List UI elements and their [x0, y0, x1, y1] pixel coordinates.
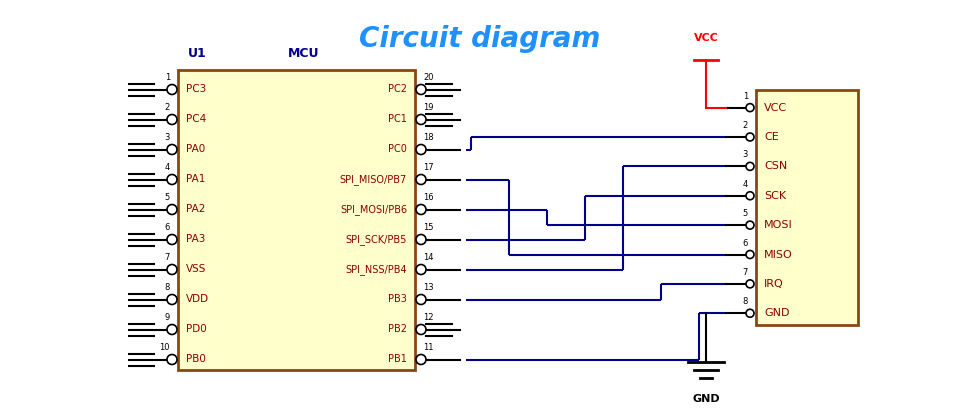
Circle shape	[167, 354, 177, 365]
Circle shape	[167, 234, 177, 244]
Text: PB3: PB3	[388, 294, 407, 304]
Text: CSN: CSN	[764, 161, 787, 171]
Circle shape	[416, 174, 426, 184]
Text: Circuit diagram: Circuit diagram	[359, 25, 601, 53]
Text: U1: U1	[188, 47, 206, 60]
Text: CE: CE	[764, 132, 779, 142]
Circle shape	[167, 84, 177, 94]
Text: SPI_MOSI/PB6: SPI_MOSI/PB6	[340, 204, 407, 215]
Text: 16: 16	[423, 192, 434, 202]
Circle shape	[416, 84, 426, 94]
Text: 14: 14	[423, 252, 434, 262]
Text: 4: 4	[165, 163, 170, 171]
Text: 9: 9	[165, 312, 170, 321]
Text: PC4: PC4	[186, 115, 206, 124]
Text: PA0: PA0	[186, 144, 205, 155]
Text: PD0: PD0	[186, 325, 206, 334]
Text: MOSI: MOSI	[764, 220, 793, 230]
Text: 20: 20	[423, 73, 434, 81]
Text: 7: 7	[743, 268, 748, 277]
Text: 18: 18	[423, 132, 434, 142]
Text: PC2: PC2	[388, 84, 407, 94]
Circle shape	[746, 163, 754, 171]
Text: PB2: PB2	[388, 325, 407, 334]
Circle shape	[746, 280, 754, 288]
Circle shape	[167, 115, 177, 124]
Text: PB1: PB1	[388, 354, 407, 365]
Text: 2: 2	[743, 121, 748, 130]
Text: 1: 1	[165, 73, 170, 81]
Text: 15: 15	[423, 223, 434, 231]
Text: VCC: VCC	[693, 33, 718, 43]
Text: SPI_NSS/PB4: SPI_NSS/PB4	[346, 264, 407, 275]
Text: 6: 6	[164, 223, 170, 231]
Circle shape	[416, 144, 426, 155]
Circle shape	[746, 309, 754, 317]
Text: PA3: PA3	[186, 234, 205, 244]
Text: 8: 8	[743, 297, 748, 306]
Bar	[178, 70, 415, 370]
Text: 2: 2	[165, 102, 170, 111]
Text: 3: 3	[743, 150, 748, 159]
Circle shape	[416, 115, 426, 124]
Text: SPI_MISO/PB7: SPI_MISO/PB7	[340, 174, 407, 185]
Text: 8: 8	[164, 283, 170, 291]
Text: 10: 10	[159, 342, 170, 352]
Text: VSS: VSS	[186, 265, 206, 275]
Text: 5: 5	[165, 192, 170, 202]
Text: PA2: PA2	[186, 205, 205, 215]
Text: PC3: PC3	[186, 84, 206, 94]
Circle shape	[746, 133, 754, 141]
Text: 6: 6	[743, 239, 748, 247]
Circle shape	[746, 250, 754, 258]
Text: PA1: PA1	[186, 174, 205, 184]
Circle shape	[416, 205, 426, 215]
Text: MISO: MISO	[764, 249, 793, 260]
Text: 19: 19	[423, 102, 434, 111]
Text: MCU: MCU	[288, 47, 320, 60]
Text: 3: 3	[164, 132, 170, 142]
Text: VDD: VDD	[186, 294, 209, 304]
Circle shape	[167, 265, 177, 275]
Circle shape	[746, 104, 754, 112]
Text: 1: 1	[743, 92, 748, 101]
Circle shape	[416, 294, 426, 304]
Text: PC1: PC1	[388, 115, 407, 124]
Circle shape	[416, 354, 426, 365]
Text: PB0: PB0	[186, 354, 205, 365]
Circle shape	[167, 325, 177, 334]
Text: PC0: PC0	[388, 144, 407, 155]
Circle shape	[167, 205, 177, 215]
Text: 17: 17	[423, 163, 434, 171]
Text: SPI_SCK/PB5: SPI_SCK/PB5	[346, 234, 407, 245]
Text: VCC: VCC	[764, 102, 787, 113]
Circle shape	[167, 144, 177, 155]
Circle shape	[746, 221, 754, 229]
Circle shape	[167, 174, 177, 184]
Text: GND: GND	[764, 308, 789, 318]
Text: SCK: SCK	[764, 191, 786, 201]
Text: 12: 12	[423, 312, 434, 321]
Circle shape	[416, 325, 426, 334]
Text: GND: GND	[692, 394, 720, 404]
Bar	[756, 90, 858, 325]
Text: 11: 11	[423, 342, 434, 352]
Text: 5: 5	[743, 209, 748, 218]
Circle shape	[167, 294, 177, 304]
Circle shape	[416, 265, 426, 275]
Text: IRQ: IRQ	[764, 279, 783, 289]
Circle shape	[416, 234, 426, 244]
Text: 13: 13	[423, 283, 434, 291]
Text: 7: 7	[164, 252, 170, 262]
Circle shape	[746, 192, 754, 200]
Text: 4: 4	[743, 180, 748, 189]
